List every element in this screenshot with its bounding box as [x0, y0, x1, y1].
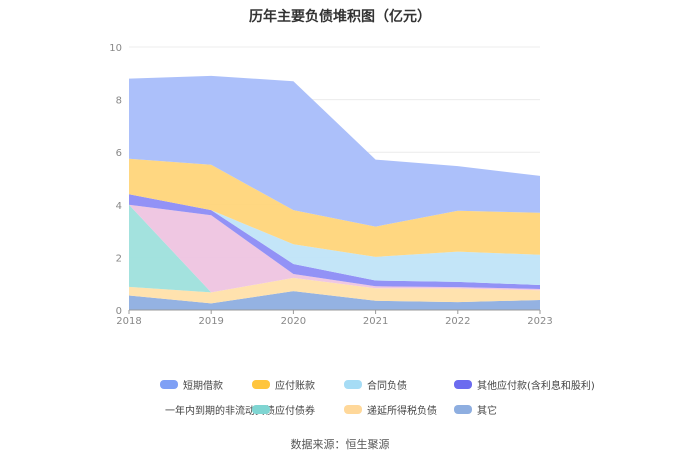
legend-label: 一年内到期的非流动负债 [165, 406, 275, 417]
x-tick-label: 2020 [281, 316, 306, 327]
legend-swatch [160, 380, 178, 389]
legend-swatch [344, 405, 362, 414]
legend-label: 递延所得税负债 [367, 406, 437, 417]
area-series [129, 291, 540, 310]
x-tick-label: 2018 [116, 316, 141, 327]
legend-label: 合同负债 [367, 381, 407, 392]
area-series [129, 194, 540, 285]
area-series [129, 277, 540, 304]
legend-swatch [344, 380, 362, 389]
y-tick-label: 2 [116, 253, 122, 264]
legend-swatch [454, 405, 472, 414]
legend-item[interactable]: 递延所得税负债 [344, 402, 454, 417]
area-series [129, 204, 540, 293]
chart-legend: 短期借款 应付账款 合同负债 其他应付款(含利息和股利) 一年内到期的非流动负债 应付债券… [160, 377, 595, 417]
y-tick-label: 4 [116, 201, 122, 212]
legend-item[interactable]: 一年内到期的非流动负债 [160, 402, 275, 417]
legend-item[interactable]: 其它 [454, 402, 604, 417]
x-tick-label: 2021 [363, 316, 388, 327]
legend-item[interactable]: 短期借款 [160, 377, 252, 392]
x-tick-label: 2022 [445, 316, 470, 327]
legend-item[interactable]: 应付账款 [252, 377, 344, 392]
legend-swatch [252, 405, 270, 414]
x-tick-label: 2019 [198, 316, 223, 327]
legend-swatch [252, 380, 270, 389]
legend-swatch [454, 380, 472, 389]
area-series [129, 194, 540, 289]
legend-label: 其他应付款(含利息和股利) [477, 381, 595, 392]
legend-item[interactable]: 应付债券 [252, 402, 344, 417]
legend-item[interactable]: 合同负债 [344, 377, 454, 392]
legend-label: 短期借款 [183, 381, 223, 392]
y-tick-label: 10 [109, 43, 122, 54]
x-tick-label: 2023 [527, 316, 552, 327]
area-series [129, 204, 540, 293]
legend-label: 应付账款 [275, 381, 315, 392]
y-tick-label: 6 [116, 148, 122, 159]
y-tick-label: 8 [116, 96, 122, 107]
data-source: 数据来源：恒生聚源 [290, 438, 390, 451]
area-series [129, 75, 540, 227]
area-series [129, 158, 540, 257]
chart-title: 历年主要负债堆积图（亿元） [249, 9, 431, 25]
y-tick-label: 0 [116, 306, 122, 317]
legend-label: 其它 [477, 406, 497, 417]
legend-label: 应付债券 [275, 406, 315, 417]
legend-item[interactable]: 其他应付款(含利息和股利) [454, 377, 604, 392]
